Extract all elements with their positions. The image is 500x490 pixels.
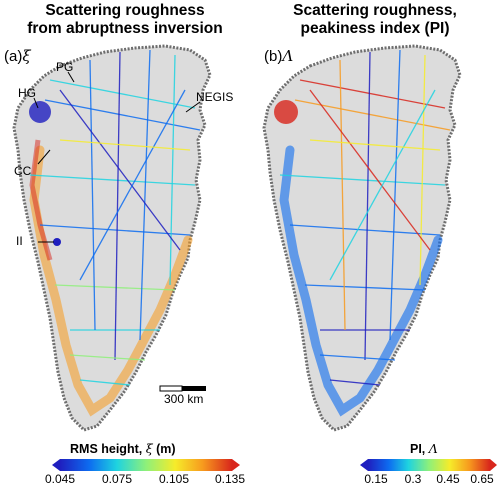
panel-a-colorbar-tick: 0.135 bbox=[214, 472, 246, 486]
panel-a-title-line2: from abruptness inversion bbox=[27, 20, 223, 37]
panel-b: Scattering roughness, peakiness index (P… bbox=[250, 0, 500, 490]
panel-b-colorbar-tick: 0.15 bbox=[364, 472, 388, 486]
panel-a-map bbox=[12, 44, 240, 471]
panel-a-colorbar-tick: 0.045 bbox=[44, 472, 76, 486]
panel-b-colorbar-title: PI, Λ bbox=[410, 441, 438, 456]
place-label-hg: HG bbox=[18, 86, 36, 100]
panel-b-colorbar-tick: 0.65 bbox=[470, 472, 494, 486]
nw-red-patch bbox=[274, 100, 298, 124]
panel-b-label: (b)Λ bbox=[264, 47, 294, 65]
panel-b-colorbar-tick: 0.45 bbox=[436, 472, 460, 486]
panel-b-title-line1: Scattering roughness, bbox=[293, 2, 457, 19]
place-label-cc: CC bbox=[14, 164, 32, 178]
scale-bar-white bbox=[159, 385, 183, 392]
panel-a-title-line1: Scattering roughness bbox=[45, 2, 205, 19]
place-label-pg: PG bbox=[56, 60, 74, 74]
place-label-ii: II bbox=[16, 234, 23, 248]
panel-b-colorbar bbox=[368, 459, 490, 471]
ice-margin-dense bbox=[29, 145, 193, 417]
panel-a: Scattering roughness from abruptness inv… bbox=[4, 2, 246, 486]
panel-b-map bbox=[262, 44, 497, 471]
ice-margin-dense bbox=[279, 145, 443, 417]
panel-a-colorbar-tick: 0.075 bbox=[101, 472, 133, 486]
panel-b-colorbar-tick: 0.3 bbox=[404, 472, 422, 486]
scale-bar-label: 300 km bbox=[164, 392, 204, 406]
place-label-negis: NEGIS bbox=[196, 90, 234, 104]
ii-blue-patch bbox=[53, 238, 61, 246]
panel-a-colorbar bbox=[60, 459, 232, 471]
flight-lines bbox=[279, 49, 451, 386]
panel-a-label: (a)ξ bbox=[4, 47, 31, 65]
panel-a-colorbar-tick: 0.105 bbox=[158, 472, 190, 486]
scale-bar-black bbox=[182, 386, 206, 391]
panel-a-colorbar-title: RMS height, ξ (m) bbox=[70, 441, 176, 456]
flight-lines bbox=[29, 49, 201, 386]
hg-blue-patch bbox=[29, 101, 51, 123]
panel-b-title-line2: peakiness index (PI) bbox=[300, 20, 450, 37]
